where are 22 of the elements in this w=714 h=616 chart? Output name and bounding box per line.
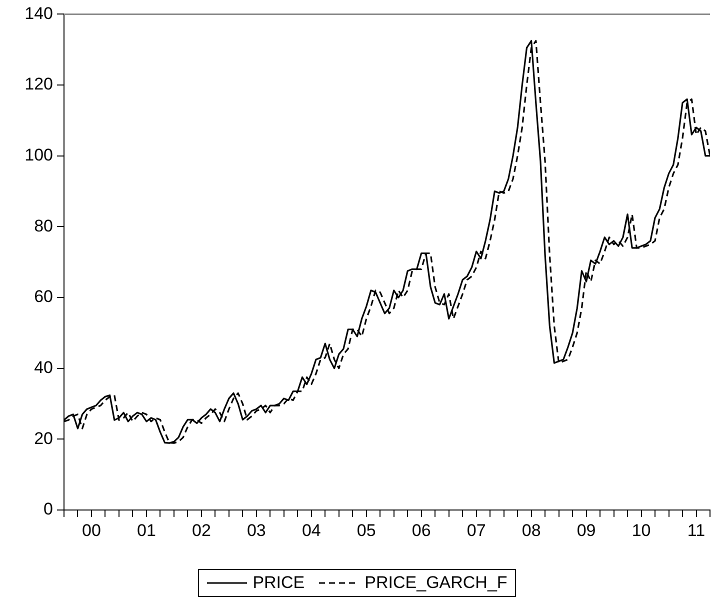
y-tick-label: 80 <box>34 216 53 236</box>
x-tick-label: 04 <box>302 520 321 540</box>
x-tick-label: 09 <box>576 520 596 540</box>
y-tick-label: 100 <box>24 146 53 165</box>
legend-label: PRICE_GARCH_F <box>364 573 508 593</box>
y-tick-label: 140 <box>24 4 53 23</box>
legend-label: PRICE <box>252 573 305 593</box>
y-tick-label: 60 <box>34 287 53 306</box>
x-tick-label: 05 <box>356 520 376 540</box>
y-tick-label: 0 <box>44 500 53 519</box>
x-tick-label: 03 <box>246 520 266 540</box>
x-tick-label: 02 <box>192 520 211 540</box>
x-tick-label: 11 <box>687 520 706 540</box>
x-tick-label: 08 <box>522 520 541 540</box>
x-tick-label: 00 <box>82 520 101 540</box>
y-tick-label: 120 <box>24 74 53 94</box>
x-tick-label: 01 <box>137 520 156 540</box>
y-tick-label: 40 <box>34 358 53 378</box>
x-tick-label: 07 <box>466 520 486 540</box>
y-tick-label: 20 <box>34 428 53 448</box>
x-tick-label: 10 <box>632 520 651 540</box>
x-tick-label: 06 <box>412 520 431 540</box>
